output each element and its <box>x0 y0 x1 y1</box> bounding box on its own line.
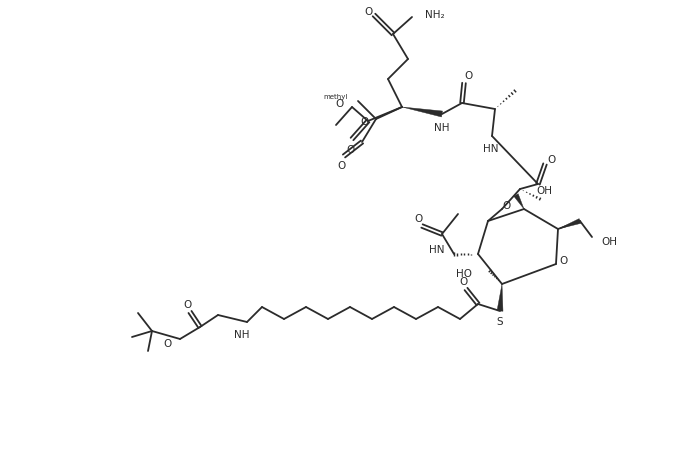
Text: O: O <box>502 201 510 211</box>
Text: NH₂: NH₂ <box>425 10 445 20</box>
Text: NH: NH <box>434 123 449 133</box>
Text: methyl: methyl <box>324 94 348 100</box>
Polygon shape <box>402 108 443 118</box>
Text: O: O <box>164 338 172 348</box>
Text: O: O <box>337 161 345 171</box>
Text: O: O <box>361 117 369 127</box>
Text: S: S <box>496 316 503 326</box>
Polygon shape <box>558 219 581 230</box>
Text: O: O <box>414 213 422 224</box>
Text: O: O <box>336 99 344 109</box>
Polygon shape <box>514 194 524 210</box>
Text: O: O <box>183 299 191 309</box>
Text: O: O <box>560 256 568 265</box>
Text: O: O <box>364 7 372 17</box>
Text: O: O <box>346 145 354 155</box>
Text: HO: HO <box>456 269 472 279</box>
Polygon shape <box>497 285 503 312</box>
Text: OH: OH <box>536 185 552 196</box>
Text: HN: HN <box>428 245 444 254</box>
Text: O: O <box>547 155 555 165</box>
Text: HN: HN <box>484 144 499 154</box>
Text: NH: NH <box>234 329 250 339</box>
Text: OH: OH <box>601 236 617 246</box>
Text: O: O <box>464 71 472 81</box>
Text: O: O <box>459 276 467 286</box>
